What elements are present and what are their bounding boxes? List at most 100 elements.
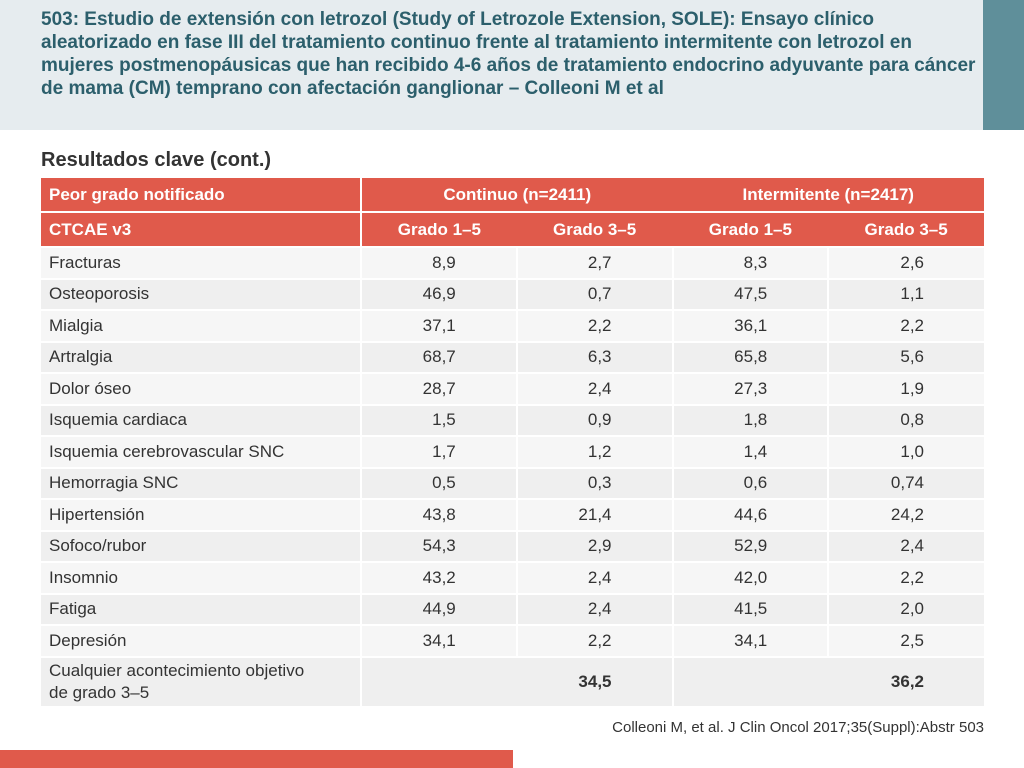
- cell-value: 34,1: [361, 625, 518, 658]
- cell-value: 2,2: [516, 310, 674, 343]
- cell-value: 1,4: [672, 436, 830, 469]
- cell-value: 0,9: [516, 404, 674, 437]
- table-row: Artralgia 68,7 6,3 65,8 5,6: [41, 341, 984, 374]
- cell-value: 8,9: [361, 247, 518, 280]
- total-continuo-value: 34,5: [361, 656, 674, 708]
- table-row: Hipertensión 43,8 21,4 44,6 24,2: [41, 499, 984, 532]
- table-row: Fracturas 8,9 2,7 8,3 2,6: [41, 247, 984, 280]
- cell-value: 68,7: [361, 341, 518, 374]
- table-row: Insomnio 43,2 2,4 42,0 2,2: [41, 562, 984, 595]
- total-label-line1: Cualquier acontecimiento objetivo: [49, 660, 305, 680]
- cell-value: 52,9: [672, 530, 830, 563]
- row-label: Artralgia: [41, 341, 362, 374]
- cell-value: 2,2: [516, 625, 674, 658]
- row-label: Dolor óseo: [41, 373, 362, 406]
- row-label: Osteoporosis: [41, 278, 362, 311]
- cell-value: 44,9: [361, 593, 518, 626]
- cell-value: 2,5: [828, 625, 984, 658]
- cell-value: 2,4: [516, 593, 674, 626]
- cell-value: 2,0: [828, 593, 984, 626]
- cell-value: 1,5: [361, 404, 518, 437]
- table-row: Mialgia 37,1 2,2 36,1 2,2: [41, 310, 984, 343]
- row-label: Insomnio: [41, 562, 362, 595]
- row-label: Isquemia cerebrovascular SNC: [41, 436, 362, 469]
- cell-value: 0,8: [828, 404, 984, 437]
- row-label: Hemorragia SNC: [41, 467, 362, 500]
- title-band: [0, 0, 983, 130]
- row-label: Fatiga: [41, 593, 362, 626]
- table-row: Hemorragia SNC 0,5 0,3 0,6 0,74: [41, 467, 984, 500]
- cell-value: 1,0: [828, 436, 984, 469]
- row-label: Hipertensión: [41, 499, 362, 532]
- cell-value: 1,7: [361, 436, 518, 469]
- section-subtitle: Resultados clave (cont.): [41, 149, 272, 171]
- cell-value: 34,1: [672, 625, 830, 658]
- table-row: Isquemia cardiaca 1,5 0,9 1,8 0,8: [41, 404, 984, 437]
- total-row-label: Cualquier acontecimiento objetivo de grad…: [41, 656, 362, 708]
- cell-value: 6,3: [516, 341, 674, 374]
- cell-value: 42,0: [672, 562, 830, 595]
- footer-accent-bar: [0, 750, 513, 768]
- cell-value: 1,8: [672, 404, 830, 437]
- row-label: Mialgia: [41, 310, 362, 343]
- cell-value: 37,1: [361, 310, 518, 343]
- header-continuo: Continuo (n=2411): [361, 178, 673, 213]
- header-ctcae: CTCAE v3: [41, 212, 362, 248]
- cell-value: 0,7: [516, 278, 674, 311]
- cell-value: 2,9: [516, 530, 674, 563]
- cell-value: 47,5: [672, 278, 830, 311]
- header-worst-grade: Peor grado notificado: [41, 178, 362, 213]
- slide-title: 503: Estudio de extensión con letrozol (…: [41, 9, 976, 99]
- cell-value: 2,4: [828, 530, 984, 563]
- table-row: Sofoco/rubor 54,3 2,9 52,9 2,4: [41, 530, 984, 563]
- cell-value: 2,7: [516, 247, 674, 280]
- cell-value: 2,4: [516, 373, 674, 406]
- cell-value: 5,6: [828, 341, 984, 374]
- cell-value: 2,2: [828, 310, 984, 343]
- cell-value: 27,3: [672, 373, 830, 406]
- header-row-grades: CTCAE v3 Grado 1–5 Grado 3–5 Grado 1–5 G…: [41, 212, 984, 248]
- cell-value: 0,6: [672, 467, 830, 500]
- cell-value: 44,6: [672, 499, 830, 532]
- cell-value: 1,2: [516, 436, 674, 469]
- cell-value: 0,5: [361, 467, 518, 500]
- header-row-groups: Peor grado notificado Continuo (n=2411) …: [41, 178, 984, 213]
- row-label: Fracturas: [41, 247, 362, 280]
- cell-value: 2,4: [516, 562, 674, 595]
- cell-value: 46,9: [361, 278, 518, 311]
- row-label: Sofoco/rubor: [41, 530, 362, 563]
- cell-value: 21,4: [516, 499, 674, 532]
- cell-value: 0,3: [516, 467, 674, 500]
- header-intermitente: Intermitente (n=2417): [672, 178, 984, 213]
- table-row: Depresión 34,1 2,2 34,1 2,5: [41, 625, 984, 658]
- table-row: Isquemia cerebrovascular SNC 1,7 1,2 1,4…: [41, 436, 984, 469]
- cell-value: 24,2: [828, 499, 984, 532]
- table-row: Osteoporosis 46,9 0,7 47,5 1,1: [41, 278, 984, 311]
- cell-value: 1,1: [828, 278, 984, 311]
- row-label: Depresión: [41, 625, 362, 658]
- cell-value: 8,3: [672, 247, 830, 280]
- citation: Colleoni M, et al. J Clin Oncol 2017;35(…: [612, 719, 984, 736]
- cell-value: 54,3: [361, 530, 518, 563]
- total-row: Cualquier acontecimiento objetivo de grad…: [41, 656, 984, 708]
- cell-value: 2,6: [828, 247, 984, 280]
- cell-value: 0,74: [828, 467, 984, 500]
- table-row: Dolor óseo 28,7 2,4 27,3 1,9: [41, 373, 984, 406]
- header-intermitente-grade-1-5: Grado 1–5: [672, 212, 829, 248]
- row-label: Isquemia cardiaca: [41, 404, 362, 437]
- header-continuo-grade-1-5: Grado 1–5: [361, 212, 517, 248]
- header-intermitente-grade-3-5: Grado 3–5: [828, 212, 984, 248]
- cell-value: 41,5: [672, 593, 830, 626]
- results-table: Peor grado notificado Continuo (n=2411) …: [41, 178, 984, 708]
- cell-value: 2,2: [828, 562, 984, 595]
- header-continuo-grade-3-5: Grado 3–5: [516, 212, 673, 248]
- table-row: Fatiga 44,9 2,4 41,5 2,0: [41, 593, 984, 626]
- total-intermitente-value: 36,2: [672, 656, 984, 708]
- accent-block: [983, 0, 1024, 130]
- total-label-line2: de grado 3–5: [49, 682, 150, 702]
- cell-value: 36,1: [672, 310, 830, 343]
- cell-value: 65,8: [672, 341, 830, 374]
- cell-value: 1,9: [828, 373, 984, 406]
- cell-value: 43,8: [361, 499, 518, 532]
- cell-value: 28,7: [361, 373, 518, 406]
